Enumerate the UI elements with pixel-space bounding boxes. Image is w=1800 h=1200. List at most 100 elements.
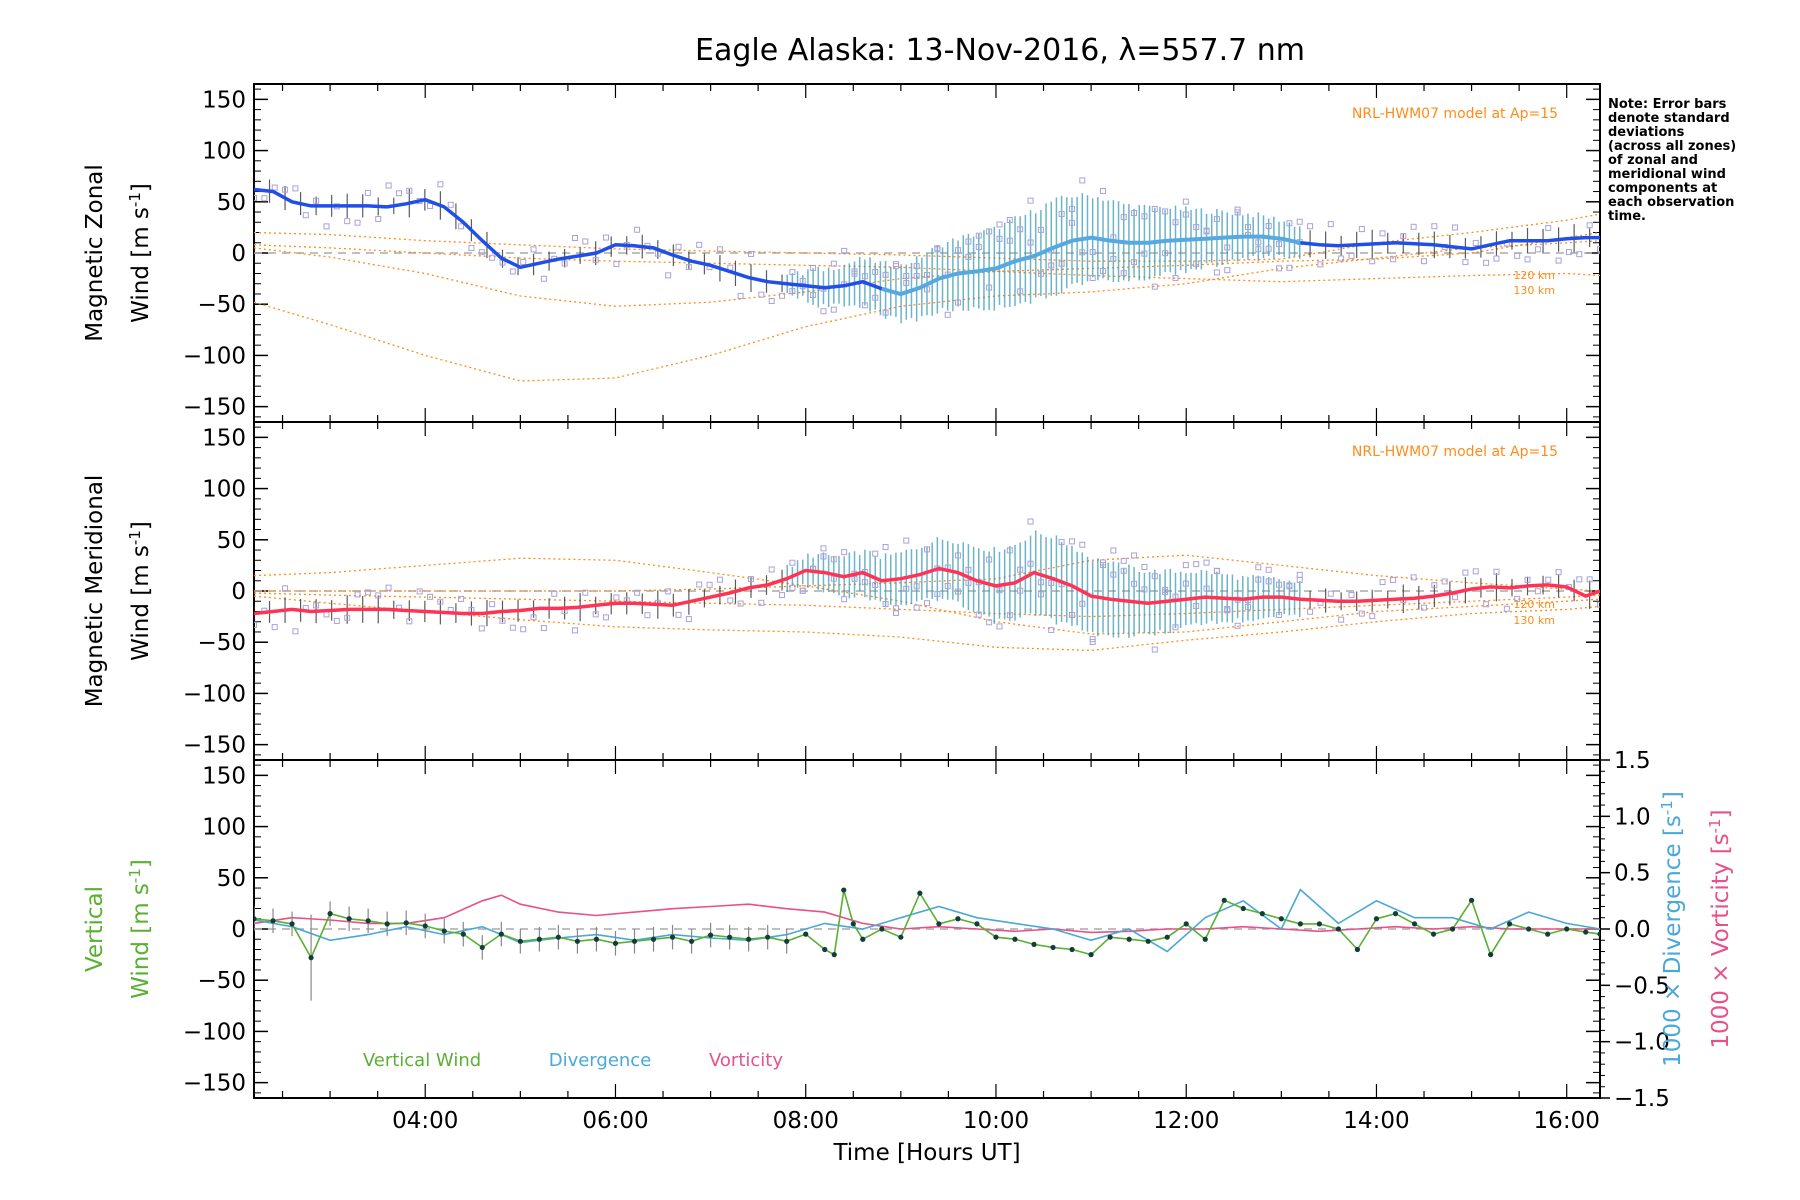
zone-sample: [685, 616, 692, 623]
x-axis-label: Time [Hours UT]: [832, 1140, 1020, 1166]
vertical-wind-point: [327, 911, 333, 917]
zone-sample: [1089, 249, 1096, 256]
zone-sample: [458, 223, 465, 230]
vertical-wind-point: [365, 918, 371, 924]
zone-sample: [996, 221, 1003, 228]
zone-sample: [375, 215, 382, 222]
zone-sample: [1193, 224, 1200, 231]
zone-sample: [468, 244, 475, 251]
zone-sample: [1182, 562, 1189, 569]
zone-sample: [1079, 249, 1086, 256]
zone-sample: [1110, 255, 1117, 262]
zone-sample: [540, 275, 547, 282]
zone-sample: [758, 291, 765, 298]
divergence-line: [254, 888, 1600, 953]
meridional-data-layer: [254, 518, 1600, 653]
zone-sample: [261, 195, 268, 202]
zone-sample: [1037, 270, 1044, 277]
y-tick-label: −150: [183, 1071, 246, 1097]
vertical-wind-point: [1240, 905, 1246, 912]
hwm07-model-curve: [254, 592, 1600, 618]
x-tick-label: 14:00: [1343, 1108, 1409, 1134]
zone-sample: [561, 260, 568, 267]
vertical-wind-point: [803, 931, 809, 937]
zone-sample: [975, 611, 982, 618]
note-line: each observation: [1608, 195, 1734, 210]
zone-sample: [1244, 224, 1251, 231]
zone-sample: [955, 552, 962, 559]
zone-sample: [841, 549, 848, 556]
zone-sample: [1545, 576, 1552, 583]
zone-sample: [903, 280, 910, 287]
zone-sample: [1079, 600, 1086, 607]
zone-sample: [1089, 638, 1096, 645]
zone-sample: [1048, 579, 1055, 586]
zone-sample: [344, 614, 351, 621]
zone-sample: [364, 189, 371, 196]
zone-sample: [1265, 578, 1272, 585]
zonal-mean-wind-line: [254, 187, 883, 291]
meridional-km-label-120: 120 km: [1513, 598, 1555, 611]
meridional-y-label-line1: Magnetic Meridional: [82, 475, 108, 708]
vertical-wind-point: [574, 938, 581, 944]
zone-sample: [1462, 569, 1469, 576]
vertical-wind-point: [517, 938, 523, 944]
y-tick-label: −50: [197, 968, 246, 994]
divergence-y2-label: 1000 × Divergence [s-1]: [1658, 791, 1686, 1067]
zone-sample: [975, 243, 982, 250]
zone-sample: [1006, 547, 1013, 554]
zone-sample: [934, 246, 941, 253]
vertical-wind-point: [993, 934, 999, 940]
zone-sample: [1120, 214, 1127, 221]
zone-sample: [1213, 269, 1220, 276]
y-tick-label: 0: [231, 579, 246, 605]
zone-sample: [1534, 588, 1541, 595]
chart-title: Eagle Alaska: 13-Nov-2016, λ=557.7 nm: [695, 33, 1305, 68]
zone-sample: [789, 584, 796, 591]
meridional-mean-wind-line: [254, 566, 1600, 616]
zone-sample: [1524, 576, 1531, 583]
y-tick-label: 100: [202, 477, 246, 503]
zone-sample: [1555, 569, 1562, 576]
zone-sample: [551, 590, 558, 597]
vertical-wind-point: [841, 887, 847, 893]
zone-sample: [747, 250, 754, 257]
error-bar-note: Note: Error bars denote standard deviati…: [1608, 97, 1736, 224]
zone-sample: [996, 235, 1003, 242]
zone-sample: [1131, 210, 1138, 217]
zone-sample: [1276, 265, 1283, 272]
vertical-wind-point: [1031, 941, 1037, 947]
zone-sample: [1162, 208, 1169, 215]
meridional-y-label-line2: Wind [m s-1]: [126, 521, 154, 661]
zone-sample: [789, 559, 796, 566]
y-tick-label: −50: [197, 630, 246, 656]
zone-sample: [830, 306, 837, 313]
zone-sample: [1141, 250, 1148, 257]
zone-sample: [1017, 566, 1024, 573]
vertical-wind-point: [536, 936, 542, 942]
zone-sample: [903, 537, 910, 544]
zone-sample: [1441, 578, 1448, 585]
zone-sample: [1348, 252, 1355, 259]
vertical-wind-point: [254, 916, 257, 922]
vertical-wind-point: [1526, 926, 1532, 932]
zone-sample: [737, 292, 744, 299]
zone-sample: [540, 625, 547, 632]
zone-sample: [1048, 262, 1055, 269]
zone-sample: [965, 566, 972, 573]
zone-sample: [913, 272, 920, 279]
vertical-wind-point: [1488, 952, 1494, 958]
y-tick-label: −150: [183, 395, 246, 421]
vertical-wind-point: [1468, 897, 1475, 903]
zone-sample: [1234, 209, 1241, 216]
vertical-wind-point: [1430, 931, 1437, 937]
zone-sample: [986, 284, 993, 291]
zone-sample: [675, 243, 682, 250]
zone-sample: [271, 624, 278, 631]
zone-sample: [1327, 590, 1334, 597]
zone-sample: [447, 201, 454, 208]
zone-sample: [924, 600, 930, 607]
zonal-km-label-130: 130 km: [1513, 284, 1555, 297]
zone-sample: [1286, 582, 1293, 589]
